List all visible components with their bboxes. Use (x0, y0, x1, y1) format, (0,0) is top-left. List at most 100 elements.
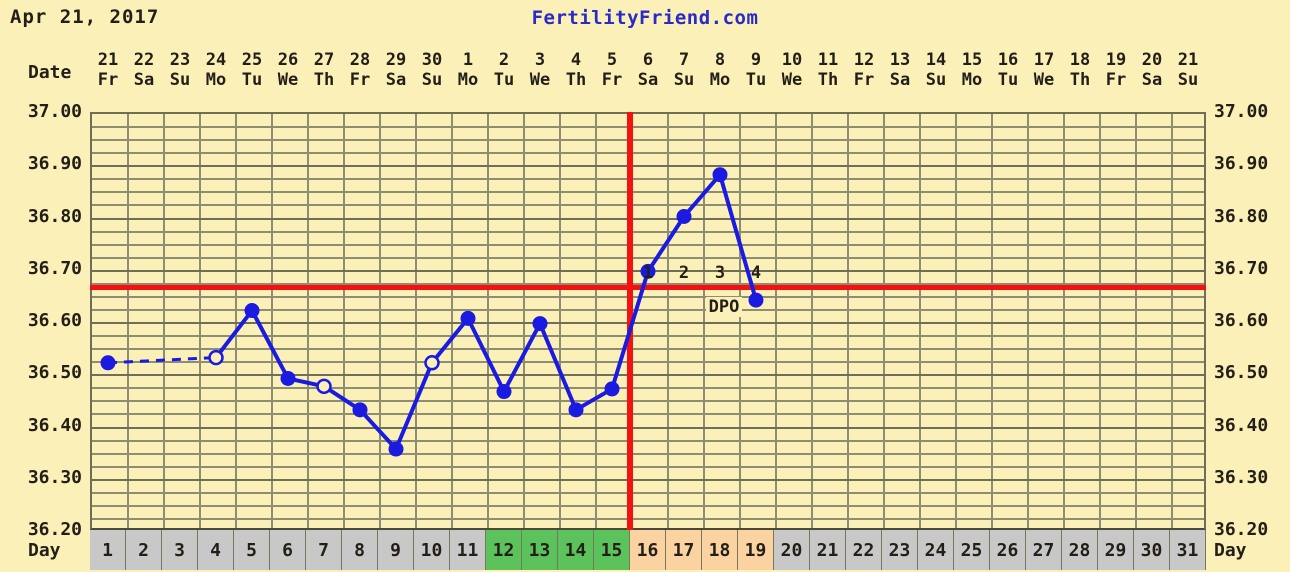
grid-line-vertical (127, 114, 129, 528)
y-axis-tick-label: 36.50 (27, 362, 82, 384)
date-header-cell: 19 Fr (1098, 50, 1134, 90)
date-weekday: Su (925, 70, 947, 90)
grid-line-horizontal-major (92, 426, 1204, 429)
day-cell-13[interactable]: 13 (522, 530, 558, 570)
day-cell-29[interactable]: 29 (1098, 530, 1134, 570)
date-day-number: 24 (205, 50, 227, 70)
day-label-right: Day (1214, 540, 1247, 561)
date-weekday: Fr (349, 70, 371, 90)
grid-line-vertical (307, 114, 309, 528)
date-header-cell: 22 Sa (126, 50, 162, 90)
grid-line-vertical (703, 114, 705, 528)
y-axis-tick-label: 36.40 (27, 414, 82, 436)
day-cell-25[interactable]: 25 (954, 530, 990, 570)
day-cell-8[interactable]: 8 (342, 530, 378, 570)
date-weekday: Mo (457, 70, 479, 90)
day-cell-3[interactable]: 3 (162, 530, 198, 570)
grid-line-horizontal-major (92, 478, 1204, 481)
day-cell-11[interactable]: 11 (450, 530, 486, 570)
date-row-label: Date (28, 62, 72, 83)
date-day-number: 16 (997, 50, 1019, 70)
date-weekday: Sa (385, 70, 407, 90)
grid-line-vertical (991, 114, 993, 528)
grid-line-vertical (811, 114, 813, 528)
date-weekday: Sa (1141, 70, 1163, 90)
date-header-cell: 17 We (1026, 50, 1062, 90)
date-header-cell: 6 Sa (630, 50, 666, 90)
day-cell-30[interactable]: 30 (1134, 530, 1170, 570)
day-cell-4[interactable]: 4 (198, 530, 234, 570)
day-cell-19[interactable]: 19 (738, 530, 774, 570)
date-weekday: Sa (637, 70, 659, 90)
grid-line-horizontal (92, 504, 1204, 507)
date-weekday: We (781, 70, 803, 90)
day-cell-18[interactable]: 18 (702, 530, 738, 570)
day-cell-16[interactable]: 16 (630, 530, 666, 570)
date-weekday: Th (565, 70, 587, 90)
grid-line-vertical (919, 114, 921, 528)
day-cell-15[interactable]: 15 (594, 530, 630, 570)
day-cell-12[interactable]: 12 (486, 530, 522, 570)
day-cell-17[interactable]: 17 (666, 530, 702, 570)
day-cell-23[interactable]: 23 (882, 530, 918, 570)
date-header-cell: 7 Su (666, 50, 702, 90)
day-cell-26[interactable]: 26 (990, 530, 1026, 570)
day-cell-20[interactable]: 20 (774, 530, 810, 570)
grid-line-vertical (1135, 114, 1137, 528)
day-cell-31[interactable]: 31 (1170, 530, 1206, 570)
date-day-number: 15 (961, 50, 983, 70)
date-header-cell: 16 Tu (990, 50, 1026, 90)
y-axis-tick-label: 37.00 (27, 101, 82, 122)
day-cell-2[interactable]: 2 (126, 530, 162, 570)
grid-line-vertical (199, 114, 201, 528)
grid-line-horizontal (92, 348, 1204, 351)
day-cell-6[interactable]: 6 (270, 530, 306, 570)
grid-line-vertical (883, 114, 885, 528)
date-day-number: 7 (678, 50, 690, 70)
day-cell-5[interactable]: 5 (234, 530, 270, 570)
date-header-cell: 4 Th (558, 50, 594, 90)
dpo-number-2: 2 (678, 263, 690, 284)
grid-line-vertical (595, 114, 597, 528)
grid-line-horizontal (92, 413, 1204, 416)
y-axis-tick-label: 36.20 (1214, 519, 1269, 540)
date-header-cell: 12 Fr (846, 50, 882, 90)
date-weekday: Fr (601, 70, 623, 90)
date-weekday: Mo (205, 70, 227, 90)
dpo-label: DPO (705, 297, 743, 318)
date-weekday: Su (673, 70, 695, 90)
day-cell-7[interactable]: 7 (306, 530, 342, 570)
date-day-number: 14 (925, 50, 947, 70)
day-cell-27[interactable]: 27 (1026, 530, 1062, 570)
date-header-cell: 29 Sa (378, 50, 414, 90)
day-cell-22[interactable]: 22 (846, 530, 882, 570)
y-axis-tick-label: 36.70 (1214, 257, 1269, 279)
grid-line-horizontal (92, 139, 1204, 142)
dpo-number-1: 1 (642, 263, 654, 284)
date-day-number: 2 (498, 50, 510, 70)
grid-line-vertical (1027, 114, 1029, 528)
grid-line-horizontal (92, 335, 1204, 338)
date-day-number: 23 (169, 50, 191, 70)
grid-line-vertical (955, 114, 957, 528)
grid-line-vertical (775, 114, 777, 528)
day-cell-24[interactable]: 24 (918, 530, 954, 570)
date-header-cell: 28 Fr (342, 50, 378, 90)
day-cell-21[interactable]: 21 (810, 530, 846, 570)
grid-line-horizontal (92, 126, 1204, 129)
date-day-number: 19 (1105, 50, 1127, 70)
day-cell-14[interactable]: 14 (558, 530, 594, 570)
date-day-number: 1 (462, 50, 474, 70)
day-cell-10[interactable]: 10 (414, 530, 450, 570)
grid-line-horizontal (92, 204, 1204, 207)
date-day-number: 5 (606, 50, 618, 70)
date-day-number: 29 (385, 50, 407, 70)
day-cell-9[interactable]: 9 (378, 530, 414, 570)
day-cell-28[interactable]: 28 (1062, 530, 1098, 570)
date-day-number: 21 (97, 50, 119, 70)
date-day-number: 27 (313, 50, 335, 70)
day-cell-1[interactable]: 1 (90, 530, 126, 570)
grid-line-horizontal (92, 295, 1204, 298)
grid-line-vertical (415, 114, 417, 528)
y-axis-tick-label: 36.50 (1214, 362, 1269, 384)
